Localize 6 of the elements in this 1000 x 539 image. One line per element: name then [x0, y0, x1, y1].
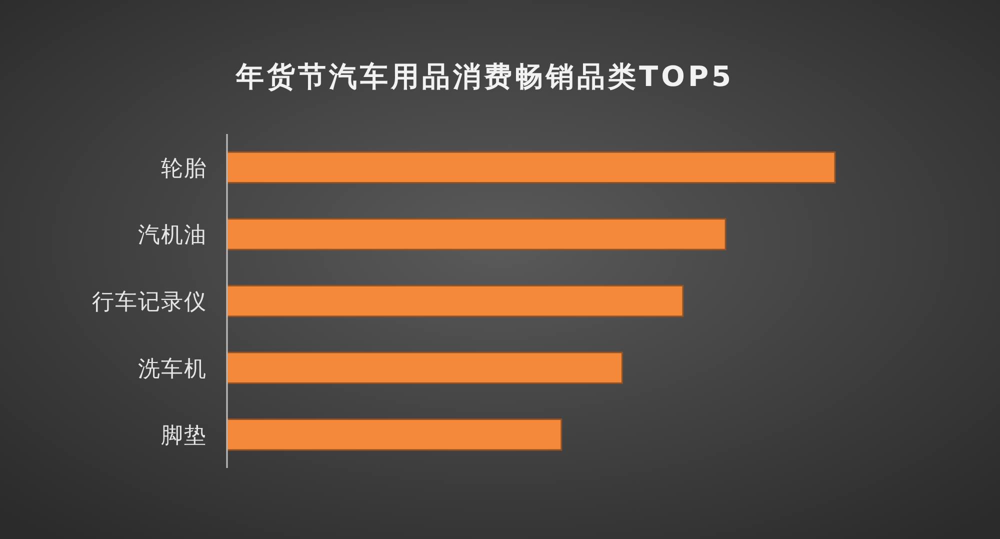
y-tick-label: 洗车机	[138, 356, 207, 382]
y-tick-label: 轮胎	[161, 156, 207, 182]
y-tick-label: 脚垫	[161, 424, 207, 449]
y-tick-label: 汽机油	[138, 223, 207, 248]
y-tick-label: 行车记录仪	[92, 290, 207, 315]
chart-title: 年货节汽车用品消费畅销品类TOP5	[235, 60, 734, 93]
